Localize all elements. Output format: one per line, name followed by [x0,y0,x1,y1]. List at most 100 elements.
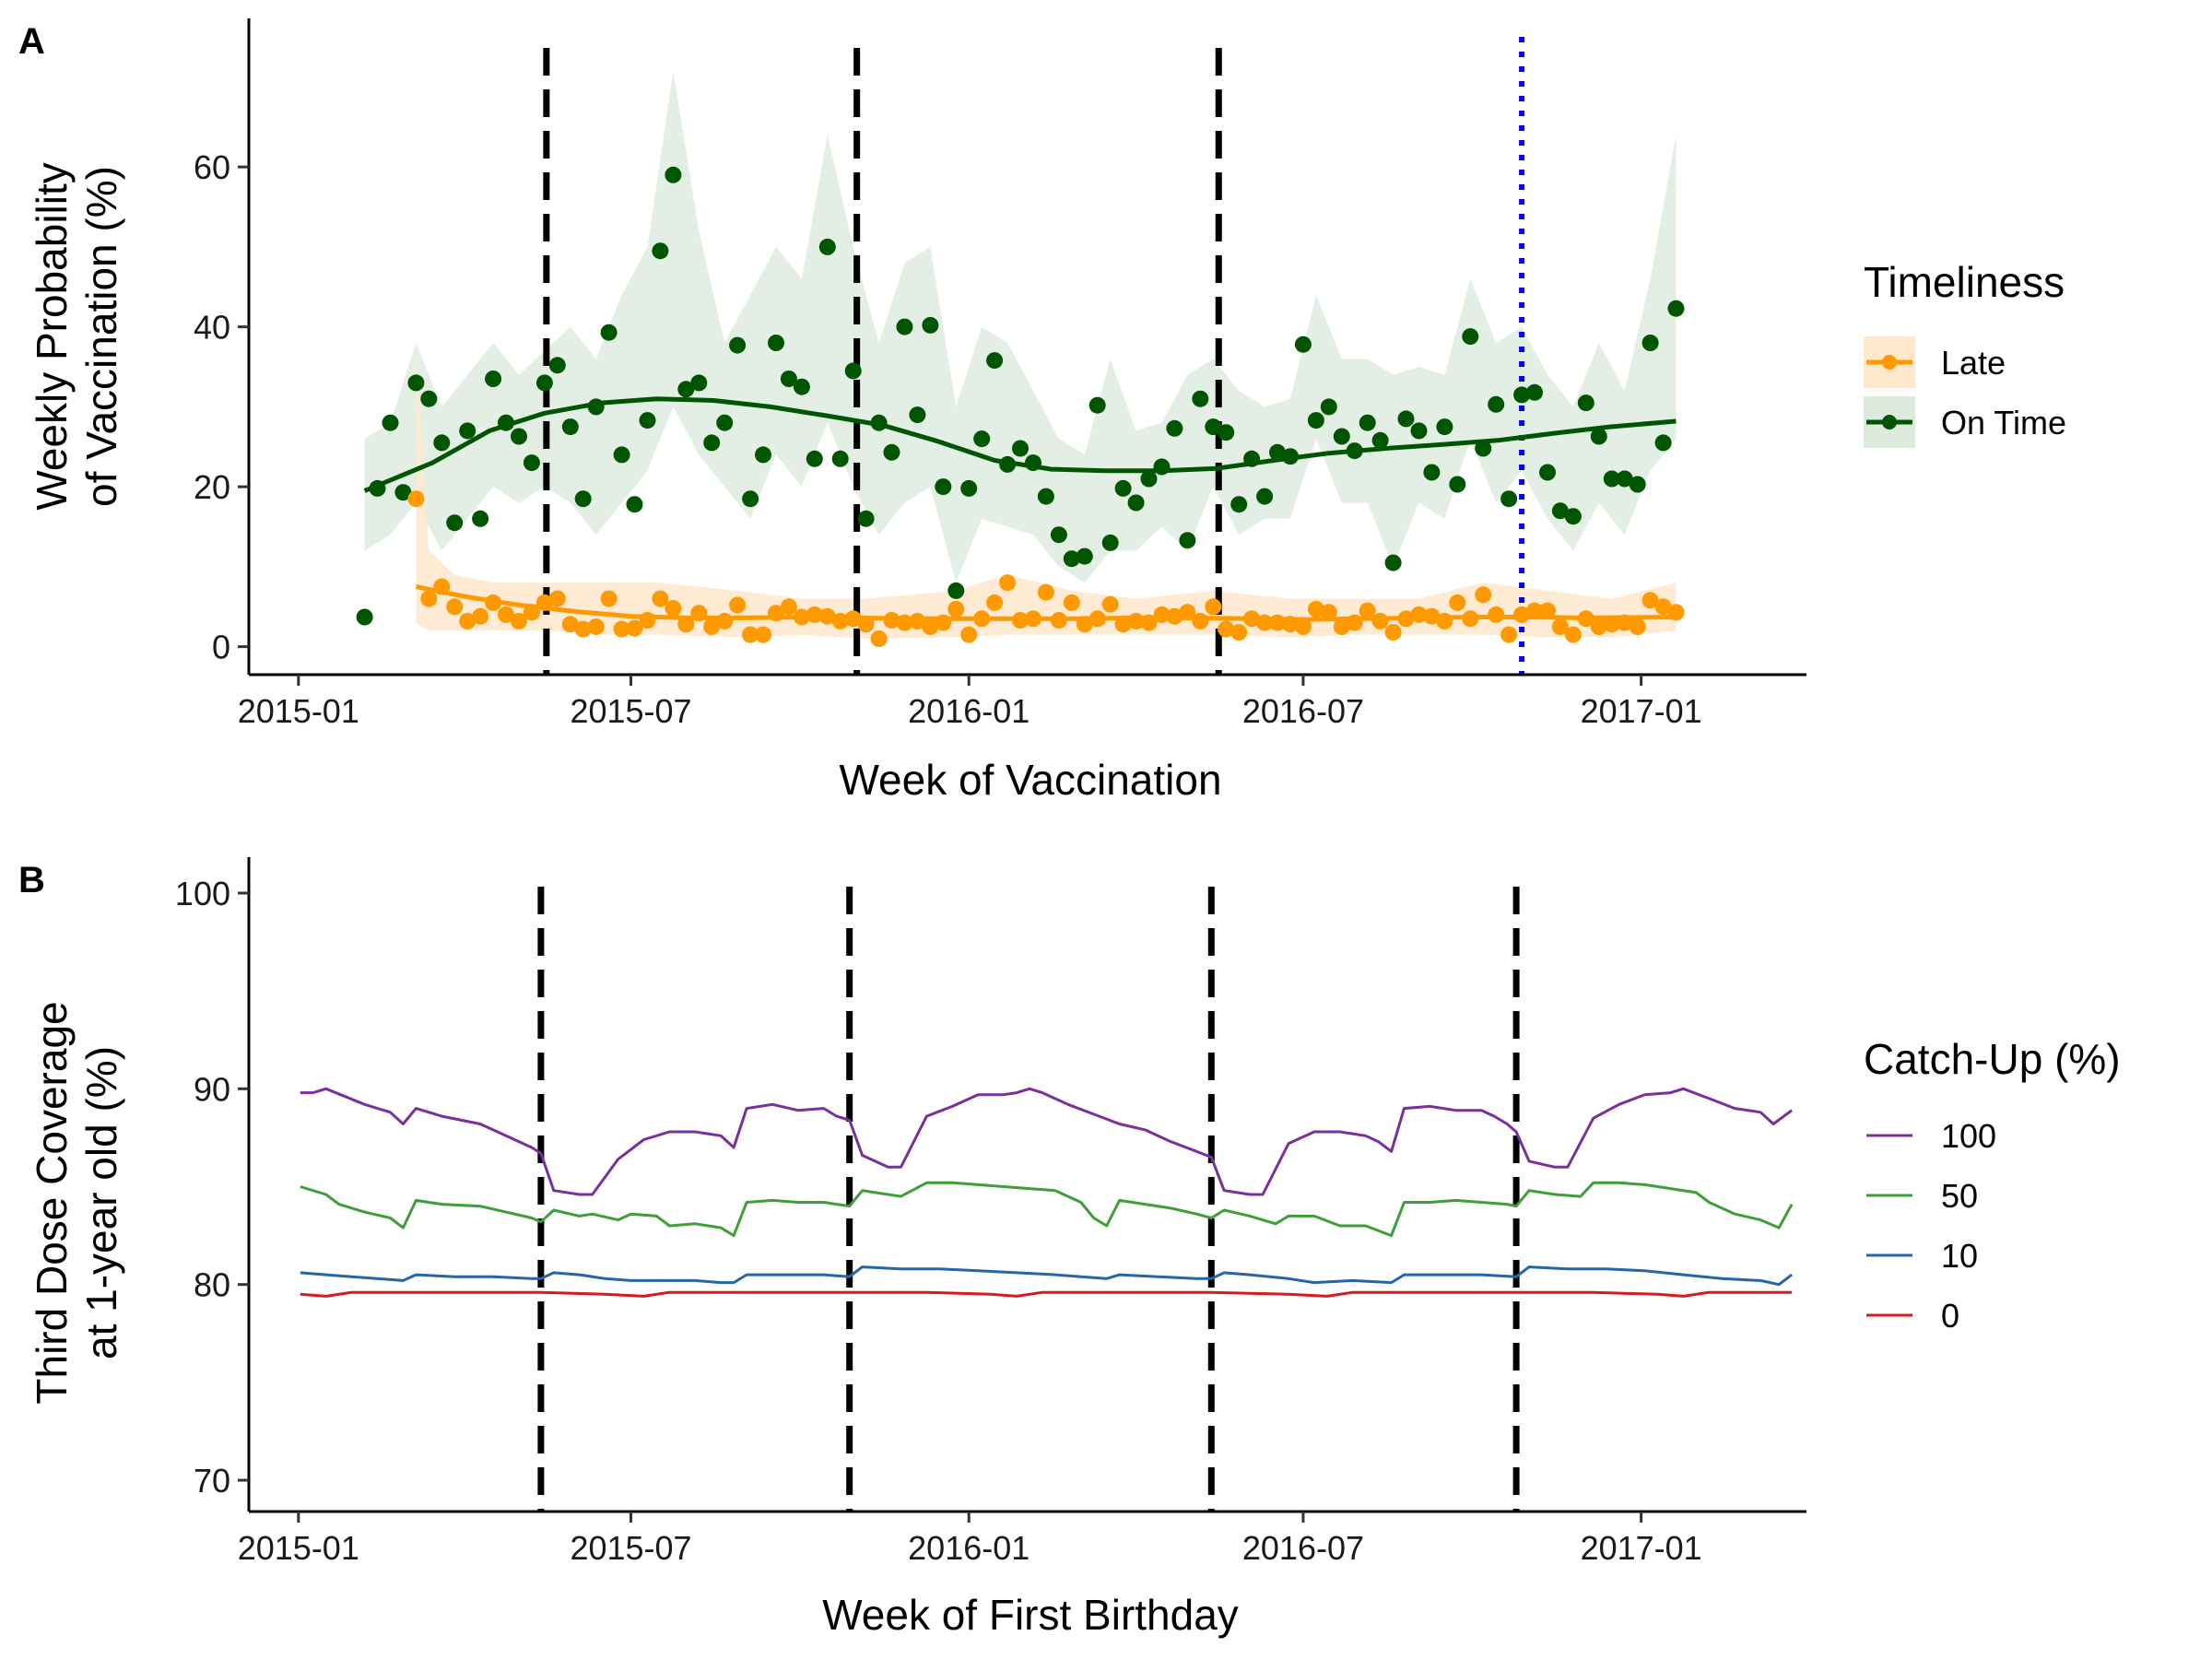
late-point [883,612,900,629]
on-time-point [420,390,438,407]
panel-a-y-tick-label: 60 [194,148,230,186]
on-time-point [511,428,527,445]
late-point [407,490,425,508]
late-point [459,612,477,629]
late-point [1088,610,1106,628]
late-point [1294,618,1312,635]
on-time-point [1654,434,1672,452]
on-time-point [1526,383,1543,401]
late-point [1577,610,1594,628]
on-time-point [1282,448,1299,465]
panel-a-legend: Timeliness Late On Time [1864,258,2066,448]
catch-up-100-line [300,1087,1793,1196]
on-time-point [433,434,451,452]
panel-b-y-tick-label: 80 [194,1266,230,1304]
late-point [600,590,618,607]
catch-up-50-line [300,1181,1794,1238]
on-time-point [1140,470,1158,488]
late-point [1410,606,1428,623]
late-point [587,618,605,635]
late-point [1384,624,1402,641]
late-point [844,610,862,628]
on-time-point [1333,428,1350,445]
late-point [472,607,489,625]
on-time-point [1218,424,1235,441]
on-time-point [755,446,771,464]
on-time-point [1667,300,1685,317]
late-point [703,618,721,635]
late-point [1488,606,1505,623]
panel-b-reference-lines [537,887,1520,1512]
on-time-point [818,238,836,255]
panel-a-y-axis-title: Weekly Probability of Vaccination (%) [28,162,125,511]
on-time-point [1397,410,1415,428]
panel-b-x-tick-label: 2016-01 [908,1529,1030,1567]
on-time-point [587,398,605,416]
on-time-point [1050,526,1067,544]
on-time-point [369,479,386,497]
on-time-point [947,582,965,599]
on-time-point [677,381,695,398]
on-time-point [909,406,926,424]
late-point [535,594,553,611]
late-point [1256,614,1274,631]
on-time-point [1294,335,1312,353]
late-point [1166,607,1183,625]
late-point [729,596,747,614]
panel-b-y-axis-title: Third Dose Coverage at 1-year old (%) [28,1001,125,1404]
late-point [999,574,1017,592]
on-time-point [498,414,514,431]
on-time-point [1205,418,1222,436]
on-time-point [742,490,759,508]
late-point [1500,626,1518,643]
late-point [1590,618,1607,635]
late-point [561,616,579,633]
on-time-point [1371,431,1389,449]
on-time-point [1101,534,1119,551]
late-point [1218,620,1235,638]
on-time-point [1166,419,1183,437]
late-point [1333,618,1350,635]
late-point [1243,610,1261,628]
on-time-point [831,450,849,467]
late-point [1603,616,1620,633]
on-time-point [600,324,618,341]
on-time-point [780,371,797,387]
late-point [1050,612,1067,629]
on-time-point [626,496,643,513]
late-point [1076,616,1093,633]
late-point [626,619,643,637]
late-point [1629,618,1646,635]
late-point [1371,612,1389,629]
on-time-point [1037,488,1054,505]
on-time-point [1230,496,1248,513]
late-point [1526,602,1543,619]
panel-a-y-axis-title-line-2: of Vaccination (%) [77,166,125,507]
on-time-point [652,242,669,260]
legend-b-label-10: 10 [1941,1237,1978,1275]
late-point [1307,600,1324,618]
late-point [1025,610,1041,628]
on-time-point [1256,488,1274,505]
legend-a-label-on-time: On Time [1941,404,2066,441]
on-time-point [896,318,913,335]
on-time-point [1269,443,1286,461]
on-time-point [613,446,630,464]
late-point [1269,614,1286,631]
late-point [768,605,784,622]
on-time-point [857,510,875,527]
legend-b-label-100: 100 [1941,1117,1996,1155]
on-time-point [382,414,399,431]
late-point [1641,592,1659,609]
late-point [523,604,540,621]
catch-up-10-line [300,1265,1794,1287]
on-time-point [1192,390,1209,407]
panel-b-letter: B [18,860,45,900]
late-point [742,626,759,643]
on-time-point [690,374,708,392]
legend-b-label-50: 50 [1941,1177,1978,1215]
late-point [716,612,734,629]
on-time-point [1462,328,1479,346]
on-time-point [973,430,991,448]
late-point [1037,583,1054,601]
